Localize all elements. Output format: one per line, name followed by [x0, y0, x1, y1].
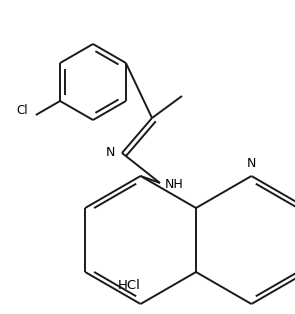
Text: Cl: Cl: [16, 105, 28, 117]
Text: N: N: [247, 157, 256, 170]
Text: N: N: [106, 145, 115, 159]
Text: NH: NH: [165, 177, 184, 191]
Text: HCl: HCl: [118, 279, 141, 292]
